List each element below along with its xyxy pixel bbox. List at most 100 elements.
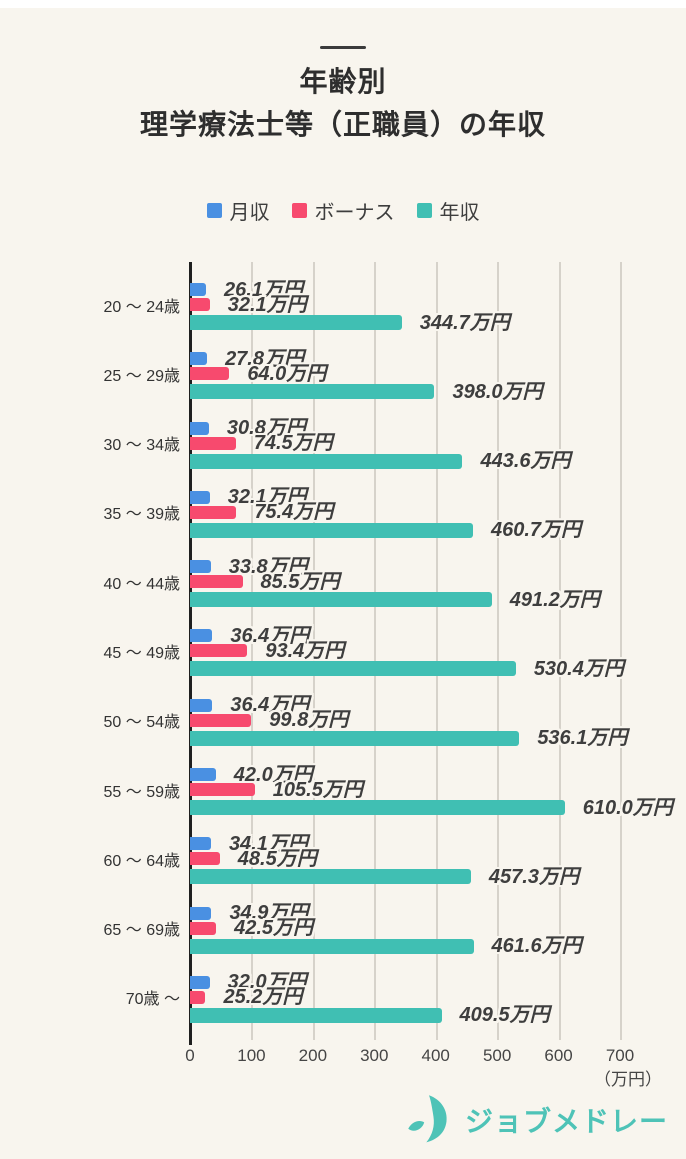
bar-monthly [190, 768, 216, 782]
legend-item-annual: 年収 [416, 196, 480, 225]
gridline [620, 262, 622, 1040]
bar-bonus [190, 575, 243, 589]
jobmedley-logo: ジョブメドレー [401, 1092, 668, 1148]
bar-row: 74.5万円 [190, 433, 620, 453]
bar-row: 93.4万円 [190, 641, 620, 661]
bar-group: 45 ～ 49歳 36.4万円 93.4万円 530.4万円 [104, 624, 624, 698]
bar-row: 32.1万円 [190, 295, 620, 315]
bar-monthly [190, 560, 211, 574]
gridline [558, 262, 561, 1040]
gridline [251, 262, 254, 1040]
value-label: 26.1万円 [224, 278, 303, 301]
x-tick-label: 100 [237, 1046, 266, 1065]
gridline [312, 262, 315, 1040]
bar-annual [190, 592, 492, 608]
gridline [374, 262, 377, 1040]
legend-item-monthly: 月収 [206, 196, 270, 225]
bar-bonus [190, 921, 217, 935]
category-label: 20 ～ 24歳 [103, 298, 181, 316]
x-tick-label: 500 [482, 1046, 512, 1065]
bar-group: 25 ～ 29歳 27.8万円 64.0万円 398.0万円 [104, 349, 620, 421]
x-axis: （万円） 0 100 200 300 400 500 600 700 [185, 262, 662, 1089]
bar-row: 32.1万円 [190, 487, 620, 507]
bar-row: 64.0万円 [190, 364, 620, 384]
bar-row: 30.8万円 [190, 418, 620, 438]
bar-annual [190, 1007, 442, 1023]
legend-label-monthly: 月収 [229, 202, 270, 224]
value-label: 34.1万円 [228, 832, 308, 855]
value-label: 36.4万円 [230, 694, 310, 717]
value-label: 398.0万円 [452, 380, 543, 403]
bar-row: 34.1万円 [190, 834, 620, 854]
bar-row: 460.7万円 [190, 519, 620, 542]
category-label: 65 ～ 69歳 [103, 922, 181, 940]
value-label: 25.2万円 [223, 986, 303, 1009]
category-label: 25 ～ 29歳 [103, 367, 181, 385]
value-label: 33.8万円 [228, 555, 308, 578]
bar-group: 20 ～ 24歳 26.1万円 32.1万円 344.7万円 [104, 278, 620, 352]
bar-group: 55 ～ 59歳 42.0万円 105.5万円 610.0万円 [104, 763, 673, 837]
jobmedley-logo-icon [408, 1095, 447, 1143]
value-label: 42.5万円 [234, 917, 314, 940]
bar-row: 491.2万円 [190, 590, 620, 610]
value-label: 36.4万円 [230, 624, 310, 647]
value-label: 74.5万円 [253, 432, 333, 455]
bar-annual [190, 384, 435, 400]
bar-annual [190, 453, 463, 469]
category-label: 40 ～ 44歳 [103, 575, 181, 593]
bar-bonus [190, 990, 206, 1004]
bar-row: 85.5万円 [190, 572, 620, 592]
bar-row: 25.2万円 [190, 987, 620, 1007]
x-tick-label: 0 [185, 1046, 195, 1065]
bar-group: 60 ～ 64歳 34.1万円 48.5万円 457.3万円 [104, 834, 620, 906]
value-label: 75.4万円 [254, 501, 334, 524]
bar-group: 40 ～ 44歳 33.8万円 85.5万円 491.2万円 [104, 557, 620, 629]
bar-monthly [190, 421, 209, 435]
bar-row: 33.8万円 [190, 557, 620, 577]
legend-label-annual: 年収 [439, 202, 480, 224]
category-label: 60 ～ 64歳 [103, 852, 181, 870]
value-label: 536.1万円 [537, 727, 628, 750]
bar-monthly [190, 629, 213, 643]
bar-row: 457.3万円 [190, 867, 620, 887]
category-label: 35 ～ 39歳 [103, 506, 181, 524]
bar-group: 30 ～ 34歳 30.8万円 74.5万円 443.6万円 [104, 418, 620, 491]
value-label: 99.8万円 [269, 709, 349, 732]
bar-group: 50 ～ 54歳 36.4万円 99.8万円 536.1万円 [104, 695, 628, 768]
bar-annual [190, 315, 402, 330]
page-title-line2: 理学療法士等（正職員）の年収 [139, 109, 546, 140]
value-label: 85.5万円 [260, 570, 340, 593]
value-label: 460.7万円 [491, 519, 582, 542]
bar-row: 75.4万円 [190, 502, 620, 522]
plot-area: （万円） 0 100 200 300 400 500 600 700 20 ～ 24歳 26.1… [104, 262, 673, 1089]
category-label: 50 ～ 54歳 [103, 714, 181, 732]
value-label: 105.5万円 [272, 778, 363, 801]
bar-row: 461.6万円 [190, 935, 620, 958]
bar-row: 48.5万円 [190, 849, 620, 869]
bar-monthly [190, 698, 213, 712]
value-label: 344.7万円 [419, 311, 510, 334]
legend-swatch-annual [416, 203, 432, 218]
bar-bonus [190, 298, 210, 311]
bar-bonus [190, 436, 236, 450]
category-label: 55 ～ 59歳 [103, 783, 181, 801]
value-label: 32.0万円 [227, 971, 307, 994]
value-label: 42.0万円 [233, 763, 313, 786]
value-label: 610.0万円 [582, 796, 673, 819]
bar-monthly [190, 975, 210, 989]
top-border [0, 0, 686, 8]
value-label: 461.6万円 [491, 935, 582, 958]
bar-bonus [190, 852, 220, 866]
legend-swatch-bonus [291, 203, 307, 218]
value-label: 409.5万円 [459, 1004, 550, 1027]
x-tick-label: 200 [298, 1046, 328, 1065]
chart-legend: 月収 ボーナス 年収 [0, 196, 686, 225]
bar-row: 36.4万円 [190, 695, 620, 715]
x-tick-label: 400 [421, 1046, 450, 1065]
bar-annual [190, 800, 565, 816]
gridline [497, 262, 500, 1040]
bar-row: 42.5万円 [190, 918, 620, 938]
bar-row: 344.7万円 [190, 311, 620, 334]
bar-annual [190, 661, 516, 677]
value-label: 443.6万円 [480, 450, 571, 473]
